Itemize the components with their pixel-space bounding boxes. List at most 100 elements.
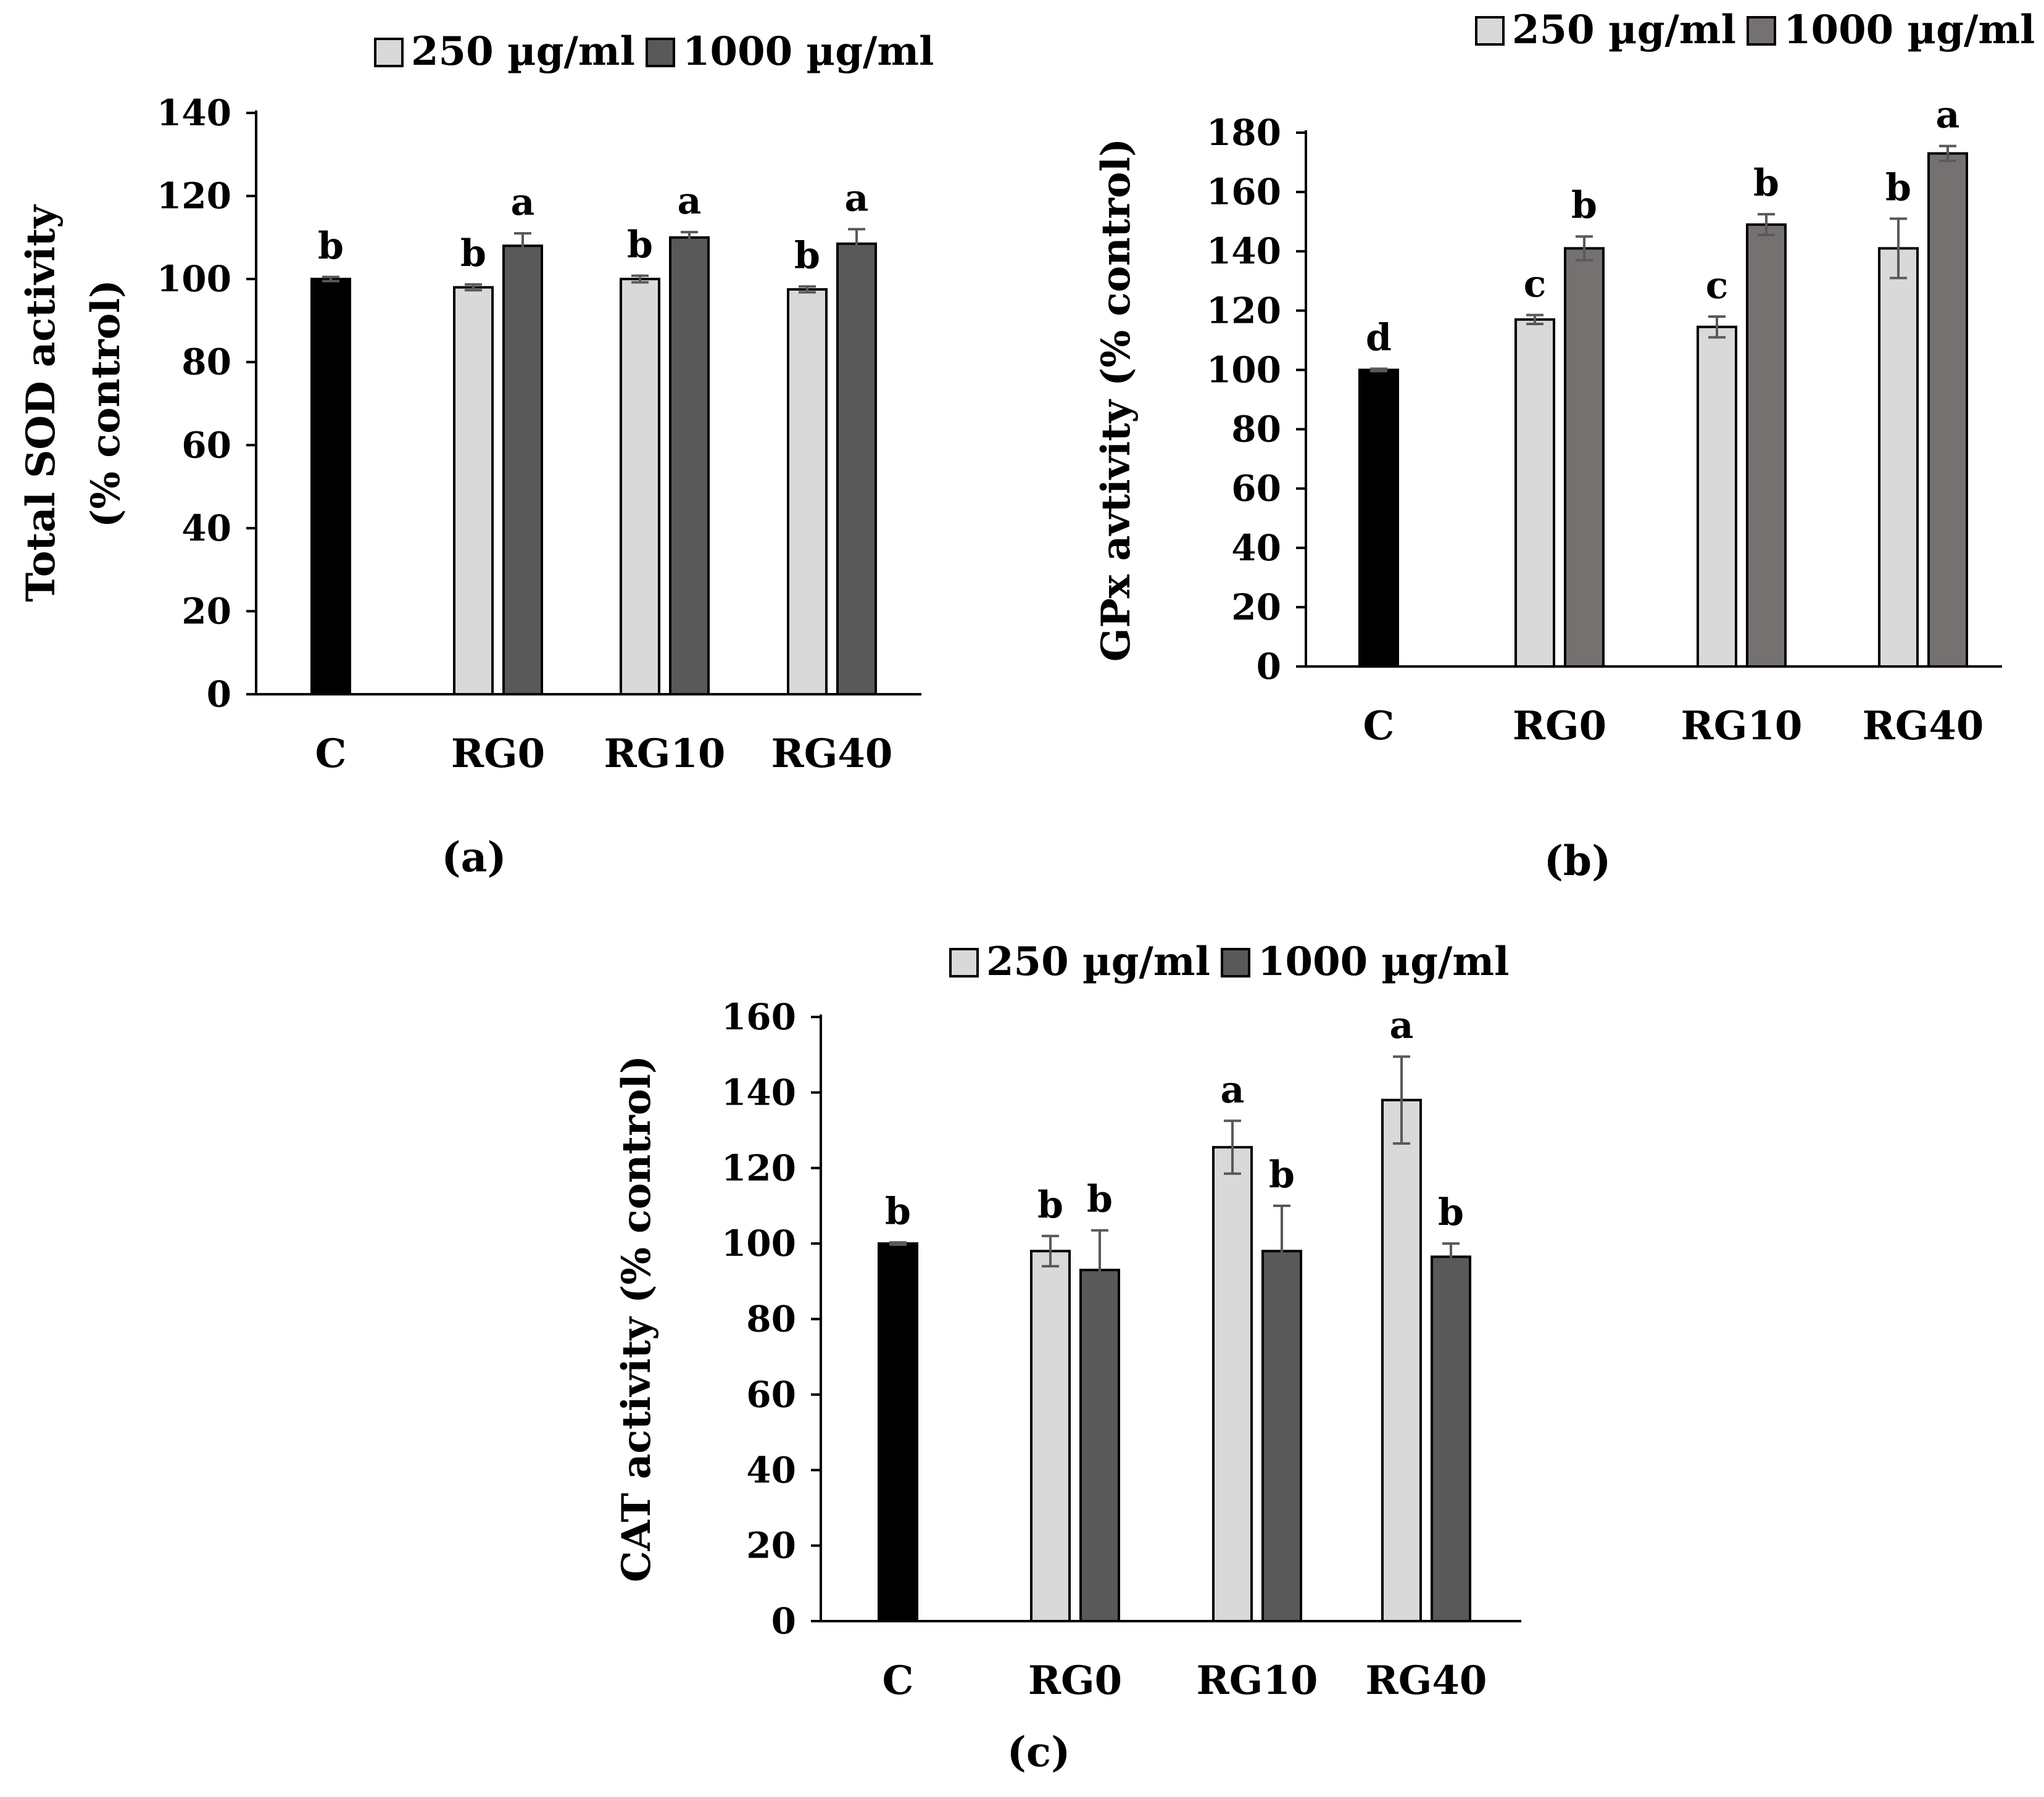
series-1000-RG0-significance-letter: a — [511, 181, 535, 224]
series-250-RG0-bar — [453, 286, 494, 696]
y-tick-label: 100 — [721, 1222, 796, 1264]
legend-label-250: 250 µg/ml — [411, 28, 635, 75]
y-tick-label: 40 — [746, 1449, 796, 1491]
legend-label-1000: 1000 µg/ml — [683, 28, 934, 75]
series-250-RG0-bar — [1514, 318, 1555, 668]
legend: 250 µg/ml 1000 µg/ml — [374, 28, 934, 75]
series-250-RG40-bar — [1381, 1098, 1422, 1623]
x-tick-label: C — [315, 731, 347, 777]
control-significance-letter: b — [318, 225, 344, 268]
series-1000-RG40-bar — [1927, 152, 1968, 668]
legend-swatch-250 — [1475, 16, 1505, 46]
x-tick-label: RG10 — [1197, 1658, 1318, 1704]
series-1000-RG10-significance-letter: b — [1753, 162, 1779, 205]
series-1000-RG40-bar — [1431, 1255, 1471, 1622]
y-tick-label: 60 — [746, 1374, 796, 1416]
y-tick-label: 100 — [1207, 349, 1281, 391]
series-250-RG40-significance-letter: a — [1390, 1004, 1414, 1047]
y-tick-label: 0 — [1257, 645, 1281, 687]
control-significance-letter: d — [1366, 317, 1392, 360]
legend-label-1000: 1000 µg/ml — [1784, 7, 2035, 53]
y-tick-label: 0 — [207, 673, 231, 715]
x-tick-label: RG10 — [1681, 703, 1803, 749]
series-250-RG10-significance-letter: a — [1221, 1068, 1245, 1111]
chart-b: 250 µg/ml 1000 µg/ml 0 20 40 60 80 100 120 140 160… — [1093, 7, 2035, 885]
legend-swatch-1000 — [1221, 948, 1250, 977]
legend-label-1000: 1000 µg/ml — [1258, 939, 1509, 985]
y-tick-label: 20 — [1231, 586, 1281, 628]
y-tick-label: 120 — [157, 175, 231, 217]
legend: 250 µg/ml 1000 µg/ml — [949, 939, 1509, 985]
y-tick-label: 80 — [1231, 409, 1281, 450]
y-tick-label: 80 — [746, 1298, 796, 1340]
x-tick-label: RG40 — [1863, 703, 1984, 749]
panel-label: (b) — [1544, 837, 1611, 885]
series-1000-RG40-bar — [836, 242, 877, 695]
series-1000-RG40-significance-letter: a — [845, 176, 869, 220]
series-250-RG0-significance-letter: c — [1524, 263, 1547, 306]
y-axis-label: Total SOD activity — [18, 204, 64, 602]
series-250-RG40-bar — [1878, 247, 1919, 668]
y-tick-label: 120 — [721, 1147, 796, 1189]
series-250-RG0-bar — [1030, 1250, 1071, 1623]
series-1000-RG0-bar — [1564, 247, 1605, 668]
x-tick-label: C — [1363, 703, 1395, 749]
series-250-RG10-bar — [620, 278, 660, 695]
control-bar — [1358, 368, 1399, 668]
chart-c: 250 µg/ml 1000 µg/ml 0 20 40 60 80 100 120 140 160… — [613, 939, 1521, 1776]
series-250-RG40-significance-letter: b — [1885, 166, 1911, 209]
series-1000-RG10-significance-letter: a — [678, 180, 702, 223]
series-1000-RG40-significance-letter: b — [1438, 1191, 1464, 1234]
y-tick-label: 140 — [157, 92, 231, 134]
y-tick-label: 80 — [181, 341, 231, 383]
series-250-RG10-significance-letter: b — [627, 223, 653, 267]
y-axis-label: GPx avtivity (% control) — [1093, 138, 1139, 662]
control-bar — [878, 1242, 918, 1622]
panel-label: (c) — [1007, 1728, 1071, 1776]
y-tick-label: 40 — [181, 507, 231, 549]
series-1000-RG10-bar — [1261, 1250, 1302, 1623]
y-tick-label: 160 — [1207, 171, 1281, 213]
y-axis-label: CAT activity (% control) — [613, 1055, 660, 1582]
series-250-RG40-bar — [787, 288, 828, 695]
y-tick-label: 100 — [157, 258, 231, 300]
series-1000-RG0-bar — [502, 244, 543, 696]
y-tick-label: 20 — [181, 590, 231, 632]
x-tick-label: RG10 — [604, 731, 726, 777]
series-1000-RG10-bar — [669, 236, 710, 696]
series-1000-RG0-significance-letter: b — [1571, 184, 1597, 227]
y-tick-label: 140 — [721, 1071, 796, 1113]
control-significance-letter: b — [885, 1190, 911, 1233]
series-250-RG10-bar — [1212, 1146, 1253, 1623]
series-250-RG10-bar — [1697, 325, 1737, 668]
legend-swatch-1000 — [1747, 16, 1776, 46]
y-tick-label: 60 — [1231, 468, 1281, 510]
y-tick-label: 40 — [1231, 527, 1281, 569]
y-tick-label: 160 — [721, 996, 796, 1038]
series-1000-RG10-bar — [1746, 223, 1787, 668]
legend-label-250: 250 µg/ml — [1512, 7, 1736, 53]
x-tick-label: RG0 — [451, 731, 545, 777]
series-250-RG0-significance-letter: b — [460, 232, 486, 275]
series-1000-RG0-bar — [1079, 1268, 1120, 1623]
y-tick-label: 180 — [1207, 112, 1281, 154]
series-250-RG0-significance-letter: b — [1037, 1184, 1063, 1227]
series-250-RG40-significance-letter: b — [794, 234, 820, 277]
series-1000-RG40-significance-letter: a — [1936, 94, 1960, 137]
series-250-RG10-significance-letter: c — [1706, 264, 1729, 307]
y-tick-label: 20 — [746, 1525, 796, 1567]
y-tick-label: 60 — [181, 424, 231, 466]
legend-label-250: 250 µg/ml — [986, 939, 1210, 985]
series-1000-RG10-significance-letter: b — [1269, 1153, 1295, 1197]
legend-swatch-1000 — [646, 38, 675, 67]
y-tick-label: 0 — [771, 1600, 796, 1642]
y-tick-label: 120 — [1207, 289, 1281, 331]
y-axis-label-line2: (% control) — [83, 280, 129, 528]
x-tick-label: RG0 — [1513, 703, 1606, 749]
y-tick-label: 140 — [1207, 230, 1281, 272]
x-tick-label: C — [883, 1658, 914, 1704]
x-tick-label: RG40 — [1366, 1658, 1487, 1704]
chart-a: 250 µg/ml 1000 µg/ml 0 20 40 60 80 100 120 140 Tot… — [18, 28, 934, 881]
x-tick-label: RG0 — [1028, 1658, 1122, 1704]
